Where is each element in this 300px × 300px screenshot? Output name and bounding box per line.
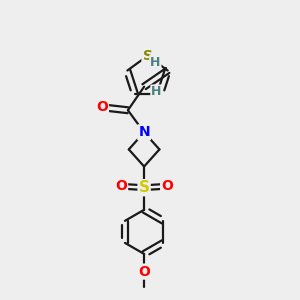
Text: H: H xyxy=(150,56,160,69)
Text: O: O xyxy=(138,265,150,279)
Text: N: N xyxy=(138,125,150,139)
Text: S: S xyxy=(142,49,152,63)
Text: S: S xyxy=(139,180,150,195)
Text: O: O xyxy=(96,100,108,114)
Text: H: H xyxy=(151,85,162,98)
Text: O: O xyxy=(115,179,127,193)
Text: O: O xyxy=(161,179,173,193)
